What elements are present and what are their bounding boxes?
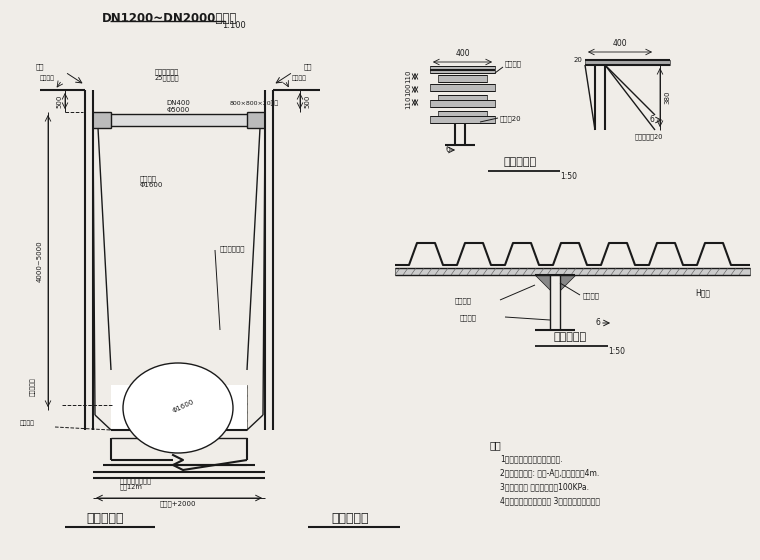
- Text: 注：: 注：: [490, 440, 502, 450]
- Bar: [395, 268, 750, 275]
- Text: 支座大样图: 支座大样图: [503, 157, 537, 167]
- Text: 1:50: 1:50: [560, 172, 577, 181]
- Bar: [438, 95, 487, 100]
- Bar: [430, 100, 495, 107]
- Text: 地面标高: 地面标高: [292, 76, 307, 81]
- Text: 节点大样图: 节点大样图: [553, 332, 587, 342]
- Text: 400: 400: [613, 39, 627, 48]
- Polygon shape: [560, 275, 575, 290]
- Text: 护桩: 护桩: [304, 63, 312, 69]
- Text: 6: 6: [445, 145, 450, 154]
- Bar: [430, 116, 495, 123]
- Text: 1:50: 1:50: [608, 347, 625, 356]
- Text: 回填密实砂: 回填密实砂: [30, 377, 36, 396]
- Text: 钢板厚20: 钢板厚20: [500, 115, 521, 122]
- Text: 3、管底地基 容许承载力为100KPa.: 3、管底地基 容许承载力为100KPa.: [500, 482, 589, 491]
- Text: 鱼腹拉杆: 鱼腹拉杆: [140, 175, 157, 181]
- Text: 回填素混凝土: 回填素混凝土: [220, 245, 245, 251]
- Text: Φ5000: Φ5000: [166, 107, 190, 113]
- Text: 6: 6: [595, 318, 600, 327]
- Text: 管道工程量: 管道工程量: [86, 512, 124, 525]
- Text: 800×800×20钢板: 800×800×20钢板: [230, 100, 279, 106]
- Text: 500: 500: [56, 94, 62, 108]
- Text: 400: 400: [455, 49, 470, 58]
- Text: 支护工程量: 支护工程量: [331, 512, 369, 525]
- Text: 预应力型钢桩支护: 预应力型钢桩支护: [120, 477, 152, 484]
- Text: 1、本图尺寸单位均以毫米计.: 1、本图尺寸单位均以毫米计.: [500, 454, 562, 463]
- Text: 100: 100: [405, 82, 411, 96]
- Text: H型钢: H型钢: [695, 288, 710, 297]
- Text: 500: 500: [304, 94, 310, 108]
- Text: 4、管道直径约管，标志 3米厚，开孔位置另定: 4、管道直径约管，标志 3米厚，开孔位置另定: [500, 496, 600, 505]
- Text: DN400: DN400: [166, 100, 190, 106]
- Text: Φ1600: Φ1600: [171, 399, 195, 414]
- Text: 2、设计荷载为: 城市-A级,道顶覆土为4m.: 2、设计荷载为: 城市-A级,道顶覆土为4m.: [500, 468, 599, 477]
- Text: 钢管撑杆: 钢管撑杆: [460, 314, 477, 321]
- Text: 20: 20: [574, 57, 582, 63]
- Ellipse shape: [123, 363, 233, 453]
- Bar: [111, 385, 247, 430]
- Bar: [93, 112, 111, 128]
- Text: DN1200~DN2000管支护: DN1200~DN2000管支护: [103, 12, 238, 25]
- Bar: [438, 75, 487, 82]
- Bar: [585, 60, 670, 65]
- Text: 开挖底面: 开挖底面: [20, 421, 35, 426]
- Text: 无缝钢板箱梁: 无缝钢板箱梁: [155, 68, 179, 74]
- Text: 110: 110: [405, 69, 411, 83]
- Bar: [111, 114, 247, 126]
- Text: 110: 110: [405, 95, 411, 109]
- Text: 4000~5000: 4000~5000: [37, 240, 43, 282]
- Text: 脂板钢板: 脂板钢板: [505, 60, 522, 67]
- Text: 桩长12m: 桩长12m: [120, 483, 143, 489]
- Text: 380: 380: [664, 91, 670, 104]
- Text: 脂板钢板厚20: 脂板钢板厚20: [635, 133, 663, 139]
- Text: 25号工字钢: 25号工字钢: [155, 74, 179, 81]
- Polygon shape: [535, 275, 550, 290]
- Text: 支座焊接: 支座焊接: [455, 297, 472, 304]
- Text: 地面标高: 地面标高: [40, 76, 55, 81]
- Bar: [247, 112, 265, 128]
- Text: 三角焊缝: 三角焊缝: [583, 292, 600, 298]
- Text: 管宽加+2000: 管宽加+2000: [160, 500, 196, 507]
- Bar: [111, 385, 247, 430]
- Text: Φ1600: Φ1600: [140, 182, 163, 188]
- Bar: [430, 84, 495, 91]
- Text: 6: 6: [650, 115, 655, 124]
- Bar: [438, 111, 487, 116]
- Text: 1:100: 1:100: [222, 21, 245, 30]
- Text: 护桩: 护桩: [36, 63, 44, 69]
- Bar: [430, 66, 495, 73]
